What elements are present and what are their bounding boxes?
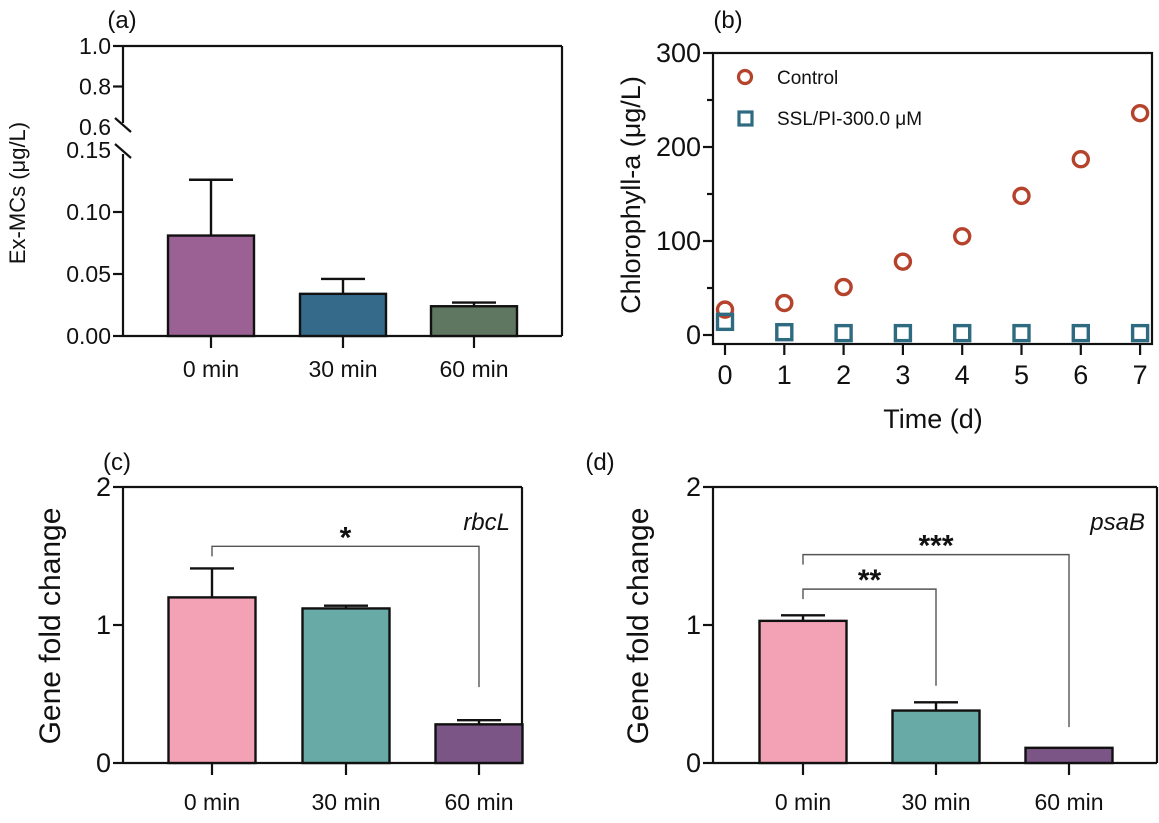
point-control	[893, 252, 913, 271]
y-axis-label: Ex-MCs (μg/L)	[5, 122, 30, 264]
bar-0-min	[166, 234, 256, 338]
point-control	[1012, 186, 1031, 206]
x-tick-label: 0	[717, 360, 732, 390]
y-tick-label: 0.6	[79, 114, 111, 140]
legend-marker-circle-icon	[736, 68, 754, 86]
x-tick-label: 7	[1133, 360, 1148, 390]
x-tick-label: 0 min	[183, 356, 239, 382]
y-tick-label: 0.00	[66, 323, 111, 349]
point-treatment	[893, 323, 913, 343]
y-tick-label: 2	[96, 472, 111, 502]
legend-label: Control	[777, 68, 838, 89]
panel-c: (c) 0 1 2 Gene fold change rbcL 0 min 30 min 60 …	[34, 449, 524, 815]
bar-60-min	[1024, 746, 1114, 765]
x-tick-label: 5	[1014, 360, 1029, 390]
panel-label: (c)	[103, 449, 131, 476]
point-control	[1130, 103, 1150, 123]
x-tick-label: 30 min	[311, 789, 380, 815]
y-tick-label: 200	[656, 132, 701, 162]
bar-0-min	[758, 619, 848, 765]
bar-60-min	[434, 723, 524, 765]
y-axis-label: Gene fold change	[622, 508, 655, 745]
y-tick-label: 0	[96, 748, 111, 778]
point-treatment	[834, 323, 853, 343]
x-tick-label: 30 min	[308, 356, 377, 382]
y-tick-label: 0.15	[66, 137, 111, 163]
y-tick-label: 1	[686, 610, 701, 640]
gene-label: rbcL	[463, 509, 510, 536]
x-tick-label: 0 min	[775, 789, 831, 815]
panel-d: (d) 0 1 2 Gene fold change psaB 0 min 30 min 60 …	[585, 449, 1159, 815]
point-control	[1071, 150, 1091, 169]
x-tick-label: 2	[836, 360, 851, 390]
point-treatment	[715, 312, 735, 332]
y-tick-label: 0.05	[66, 261, 111, 287]
bar-0-min	[167, 596, 257, 765]
y-tick-label: 0.10	[66, 199, 111, 225]
panel-b: (b) 0 100 200 300 0 1 2 3 4 5 6 7 Time (d) Chlorophyll…	[616, 7, 1154, 434]
y-tick-label: 0	[686, 748, 701, 778]
y-tick-label: 100	[656, 226, 701, 256]
bar-30-min	[298, 292, 388, 338]
x-tick-label: 6	[1073, 360, 1088, 390]
y-axis-label: Chlorophyll-a (μg/L)	[616, 76, 646, 314]
x-tick-label: 60 min	[1034, 789, 1103, 815]
bar-30-min	[301, 607, 391, 765]
legend-label: SSL/PI-300.0 μM	[777, 109, 922, 130]
significance-stars: ***	[918, 530, 953, 563]
x-axis-label: Time (d)	[883, 404, 983, 434]
significance-bracket	[211, 545, 480, 688]
x-tick-label: 3	[895, 360, 910, 390]
bar-60-min	[429, 305, 519, 338]
panel-label: (d)	[585, 449, 614, 476]
point-control	[834, 277, 853, 297]
significance-bracket	[802, 588, 937, 686]
point-control	[715, 300, 735, 319]
significance-stars: **	[858, 564, 882, 597]
point-control	[775, 293, 794, 313]
x-tick-label: 60 min	[444, 789, 513, 815]
gene-label: psaB	[1089, 509, 1145, 536]
y-tick-label: 0.8	[79, 74, 111, 100]
legend: Control SSL/PI-300.0 μM	[736, 68, 922, 130]
x-tick-label: 0 min	[184, 789, 240, 815]
axis-break-mark	[114, 143, 132, 159]
significance-bracket	[802, 553, 1070, 728]
x-tick-label: 4	[955, 360, 970, 390]
panel-label: (b)	[713, 7, 742, 34]
axis-break-mark	[114, 117, 132, 133]
point-treatment	[1130, 323, 1150, 343]
significance-stars: *	[340, 521, 352, 554]
panel-label: (a)	[107, 7, 136, 34]
y-tick-label: 1	[96, 610, 111, 640]
plot-frame	[711, 51, 1154, 346]
point-control	[953, 227, 972, 246]
x-tick-label: 1	[777, 360, 792, 390]
point-treatment	[775, 322, 794, 342]
x-tick-label: 30 min	[901, 789, 970, 815]
y-axis-label: Gene fold change	[34, 508, 67, 745]
y-tick-label: 300	[656, 38, 701, 68]
y-tick-label: 1.0	[79, 33, 111, 59]
point-treatment	[1012, 323, 1031, 343]
y-tick-label: 0	[686, 320, 701, 350]
bar-30-min	[891, 709, 981, 765]
panel-a: (a) 0.6 0.8 1.0 0.00 0.05 0.10 0.15 Ex-MCs (μg/L…	[5, 7, 564, 382]
point-treatment	[953, 323, 972, 343]
point-treatment	[1071, 323, 1091, 343]
y-tick-label: 2	[686, 472, 701, 502]
x-tick-label: 60 min	[439, 356, 508, 382]
legend-marker-square-icon	[737, 110, 754, 127]
